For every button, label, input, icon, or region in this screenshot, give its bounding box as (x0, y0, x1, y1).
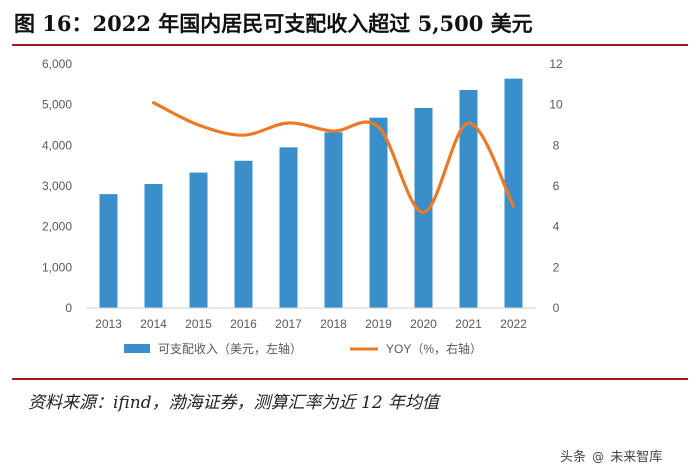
left-axis: 0 1,000 2,000 3,000 4,000 5,000 6,000 (42, 57, 72, 315)
x-axis: 2013 2014 2015 2016 2017 2018 2019 2020 2021 2022 (95, 317, 527, 331)
x-tick-label: 2015 (185, 317, 212, 331)
right-tick-label: 2 (553, 260, 560, 274)
watermark: 头条 @ 未来智库 (560, 446, 662, 465)
x-tick-label: 2017 (275, 317, 302, 331)
right-tick-label: 12 (549, 57, 563, 71)
x-tick-label: 2019 (365, 317, 392, 331)
watermark-brand: 未来智库 (610, 450, 663, 465)
bar (369, 117, 388, 309)
watermark-prefix: 头条 (560, 450, 587, 465)
bar (324, 132, 343, 308)
source-divider (12, 378, 688, 380)
x-tick-label: 2016 (230, 317, 257, 331)
left-tick-label: 5,000 (42, 98, 72, 112)
left-tick-label: 2,000 (42, 220, 72, 234)
bar (99, 194, 118, 308)
bar (414, 107, 433, 308)
title-divider (12, 44, 688, 46)
x-tick-label: 2021 (455, 317, 482, 331)
right-tick-label: 8 (553, 138, 560, 152)
bar-series (99, 78, 523, 309)
x-tick-label: 2022 (500, 317, 527, 331)
bar (234, 160, 253, 308)
x-tick-label: 2018 (320, 317, 347, 331)
legend: 可支配收入（美元，左轴） YOY（%，右轴） (124, 341, 482, 356)
right-axis: 0 2 4 6 8 10 12 (549, 57, 563, 315)
legend-label-bar: 可支配收入（美元，左轴） (158, 341, 302, 356)
legend-label-line: YOY（%，右轴） (386, 341, 482, 356)
x-tick-label: 2020 (410, 317, 437, 331)
at-icon: @ (592, 450, 605, 464)
left-tick-label: 3,000 (42, 179, 72, 193)
left-tick-label: 0 (65, 301, 72, 315)
bar (279, 147, 298, 308)
legend-swatch-bar (124, 344, 150, 353)
right-tick-label: 6 (553, 179, 560, 193)
x-tick-label: 2014 (140, 317, 167, 331)
left-tick-label: 6,000 (42, 57, 72, 71)
bar (504, 78, 523, 308)
left-tick-label: 1,000 (42, 260, 72, 274)
right-tick-label: 10 (549, 98, 563, 112)
x-tick-label: 2013 (95, 317, 122, 331)
bar (459, 90, 478, 308)
left-tick-label: 4,000 (42, 138, 72, 152)
source-note: 资料来源：ifind，渤海证券，测算汇率为近 12 年均值 (28, 393, 440, 413)
right-tick-label: 4 (553, 220, 560, 234)
income-chart: 0 1,000 2,000 3,000 4,000 5,000 6,000 0 2 4 6 8 10 1… (42, 57, 563, 356)
right-tick-label: 0 (553, 301, 560, 315)
yoy-line (151, 101, 516, 215)
chart-title: 图 16：2022 年国内居民可支配收入超过 5,500 美元 (14, 11, 533, 36)
bar (189, 172, 208, 308)
bar (144, 183, 163, 308)
